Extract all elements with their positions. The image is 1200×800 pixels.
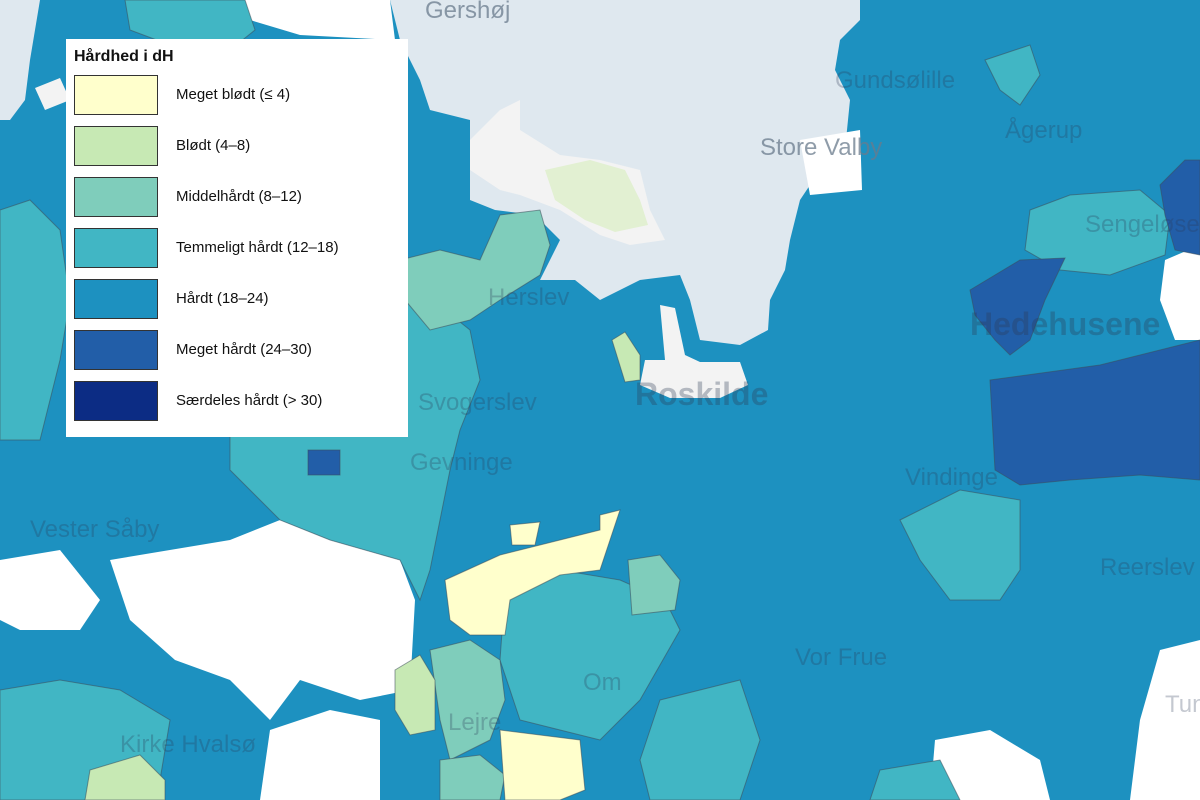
zone-bloedt-1 xyxy=(394,654,436,736)
island-small xyxy=(35,78,70,110)
place-label-gevninge: Gevninge xyxy=(410,449,513,476)
zone-meget-haardt-small xyxy=(307,449,341,476)
zone-temmeligt-haardt-ne xyxy=(984,44,1041,106)
nodata-area-center xyxy=(110,520,415,720)
place-label-agerup: Ågerup xyxy=(1005,116,1082,144)
zone-bloedt-2 xyxy=(611,331,641,383)
zone-middelhaardt-om xyxy=(429,639,506,761)
legend-swatch-saerdeles-haardt xyxy=(74,380,158,421)
zone-meget-bloedt-2 xyxy=(509,521,541,546)
legend-row-meget-haardt: Meget hårdt (24–30) xyxy=(74,324,408,375)
zone-meget-haardt-vindinge xyxy=(989,339,1200,486)
place-label-tune: Tune xyxy=(1165,691,1200,718)
legend-row-bloedt: Blødt (4–8) xyxy=(74,120,408,171)
zone-temmeligt-haardt-bottom-east xyxy=(869,759,961,800)
place-label-kirke-hvalso: Kirke Hvalsø xyxy=(120,731,256,758)
nodata-area-south xyxy=(260,710,380,800)
nodata-area-se2 xyxy=(930,730,1050,800)
zone-temmeligt-haardt-sengelose xyxy=(1024,189,1171,276)
legend-swatch-meget-haardt xyxy=(74,329,158,370)
legend-row-haardt: Hårdt (18–24) xyxy=(74,273,408,324)
legend-swatch-temmeligt-haardt xyxy=(74,227,158,268)
zone-middelhaardt-small xyxy=(627,554,681,616)
zone-meget-haardt-hedehusene xyxy=(969,257,1066,356)
legend-row-temmeligt-haardt: Temmeligt hårdt (12–18) xyxy=(74,222,408,273)
legend-label-bloedt: Blødt (4–8) xyxy=(176,137,251,154)
legend-label-meget-bloedt: Meget blødt (≤ 4) xyxy=(176,86,291,103)
zone-temmeligt-haardt-west xyxy=(0,199,71,441)
place-label-gershoj: Gershøj xyxy=(425,0,510,24)
nodata-area-ne xyxy=(800,130,862,195)
place-label-vester-saaby: Vester Såby xyxy=(30,516,159,543)
legend-panel: Hårdhed i dH Meget blødt (≤ 4) Blødt (4–… xyxy=(66,39,408,437)
legend-label-saerdeles-haardt: Særdeles hårdt (> 30) xyxy=(176,392,323,409)
place-label-lejre: Lejre xyxy=(448,709,501,736)
legend-label-temmeligt-haardt: Temmeligt hårdt (12–18) xyxy=(176,239,339,256)
island-forest xyxy=(545,160,648,232)
zone-middelhaardt-herslev xyxy=(399,209,551,331)
legend-row-saerdeles-haardt: Særdeles hårdt (> 30) xyxy=(74,375,408,426)
legend-label-haardt: Hårdt (18–24) xyxy=(176,290,269,307)
legend-label-middelhaardt: Middelhårdt (8–12) xyxy=(176,188,302,205)
legend-swatch-meget-bloedt xyxy=(74,74,158,115)
place-label-roskilde: Roskilde xyxy=(635,376,768,412)
legend-swatch-haardt xyxy=(74,278,158,319)
zone-temmeligt-haardt-south xyxy=(639,679,761,800)
place-label-sengelose: Sengeløse xyxy=(1085,211,1200,238)
nodata-area-sw xyxy=(0,550,100,630)
legend-title: Hårdhed i dH xyxy=(74,48,174,65)
place-label-vindinge: Vindinge xyxy=(905,464,998,491)
legend-row-middelhaardt: Middelhårdt (8–12) xyxy=(74,171,408,222)
legend-swatch-middelhaardt xyxy=(74,176,158,217)
zone-bloedt-3 xyxy=(84,754,166,800)
place-label-svogerslev: Svogerslev xyxy=(418,389,537,416)
legend-swatch-bloedt xyxy=(74,125,158,166)
zone-temmeligt-haardt-east xyxy=(899,489,1021,601)
zone-meget-bloedt-1 xyxy=(444,509,621,636)
nodata-area-north xyxy=(240,0,395,40)
place-label-gundsolille: Gundsølille xyxy=(835,67,955,94)
legend-row-meget-bloedt: Meget blødt (≤ 4) xyxy=(74,69,408,120)
zone-middelhaardt-south xyxy=(439,754,506,800)
roskilde-fjord-water xyxy=(0,0,860,345)
roskilde-center-area xyxy=(640,305,748,398)
legend-label-meget-haardt: Meget hårdt (24–30) xyxy=(176,341,312,358)
place-label-store-valby: Store Valby xyxy=(760,134,882,161)
place-label-herslev: Herslev xyxy=(488,284,569,311)
place-label-vor-frue: Vor Frue xyxy=(795,644,887,671)
nodata-area-se xyxy=(1130,640,1200,800)
zone-meget-haardt-ne xyxy=(1159,159,1200,256)
zone-meget-bloedt-3 xyxy=(499,729,586,800)
place-label-om: Om xyxy=(583,669,622,696)
nodata-area-east xyxy=(1160,245,1200,340)
place-label-reerslev: Reerslev xyxy=(1100,554,1195,581)
place-label-hedehusene: Hedehusene xyxy=(970,306,1160,342)
